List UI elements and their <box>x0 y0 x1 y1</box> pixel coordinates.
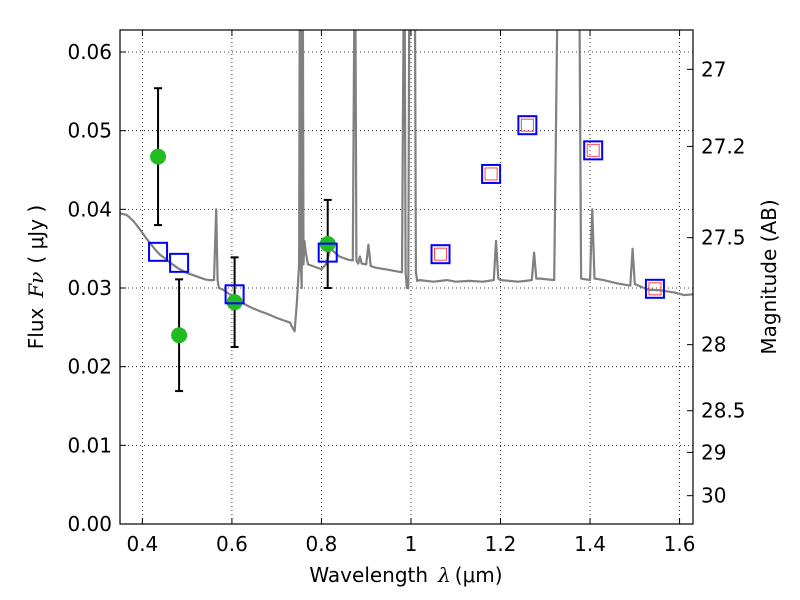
ticks: 0.4 0.6 0.8 1 1.2 1.4 1.6 0.00 0.01 0.02 0.03 0.04 0… <box>67 30 746 556</box>
y-tick-label: 0.02 <box>67 355 112 379</box>
model-square-marker <box>224 284 245 305</box>
right-axis-label: Magnitude (AB) <box>757 199 781 354</box>
x-axis-label: Wavelength λ (μm) <box>309 563 502 587</box>
x-tick-label: 0.4 <box>126 532 158 556</box>
model-small-square-marker <box>648 282 662 296</box>
y-tick-label: 0.06 <box>67 40 112 64</box>
right-tick-label: 27.2 <box>701 134 746 158</box>
model-square-marker <box>481 163 502 184</box>
x-tick-label: 1.4 <box>574 532 606 556</box>
y-axis-label: FluxFν( μJy ) <box>24 205 48 349</box>
right-tick-label: 29 <box>701 440 726 464</box>
model-small-square-marker <box>434 247 448 261</box>
y-tick-label: 0.01 <box>67 433 112 457</box>
observed-data-point <box>226 294 243 311</box>
right-tick-label: 30 <box>701 484 726 508</box>
observed-data-point <box>171 327 188 344</box>
model-square-marker <box>583 140 604 161</box>
model-square-marker <box>644 278 665 299</box>
x-tick-label: 1 <box>405 532 418 556</box>
sed-model-line <box>120 30 693 333</box>
plot-frame <box>119 29 694 525</box>
data-layer <box>120 30 693 393</box>
model-square-marker <box>517 115 538 136</box>
y-tick-label: 0.00 <box>67 512 112 536</box>
right-tick-label: 27 <box>701 57 726 81</box>
right-tick-label: 27.5 <box>701 226 746 250</box>
model-small-square-marker <box>484 167 498 181</box>
x-tick-label: 1.6 <box>664 532 696 556</box>
x-tick-label: 0.6 <box>216 532 248 556</box>
y-tick-label: 0.05 <box>67 119 112 143</box>
x-tick-label: 0.8 <box>306 532 338 556</box>
model-square-marker <box>169 252 190 273</box>
right-tick-label: 28 <box>701 333 726 357</box>
model-small-square-marker <box>520 118 534 132</box>
model-square-marker <box>430 244 451 265</box>
model-small-square-marker <box>586 143 600 157</box>
observed-data-point <box>150 148 167 165</box>
right-tick-label: 28.5 <box>701 399 746 423</box>
y-tick-label: 0.03 <box>67 276 112 300</box>
model-square-marker <box>148 241 169 262</box>
model-square-marker <box>317 242 338 263</box>
y-tick-label: 0.04 <box>67 197 112 221</box>
x-tick-label: 1.2 <box>485 532 517 556</box>
